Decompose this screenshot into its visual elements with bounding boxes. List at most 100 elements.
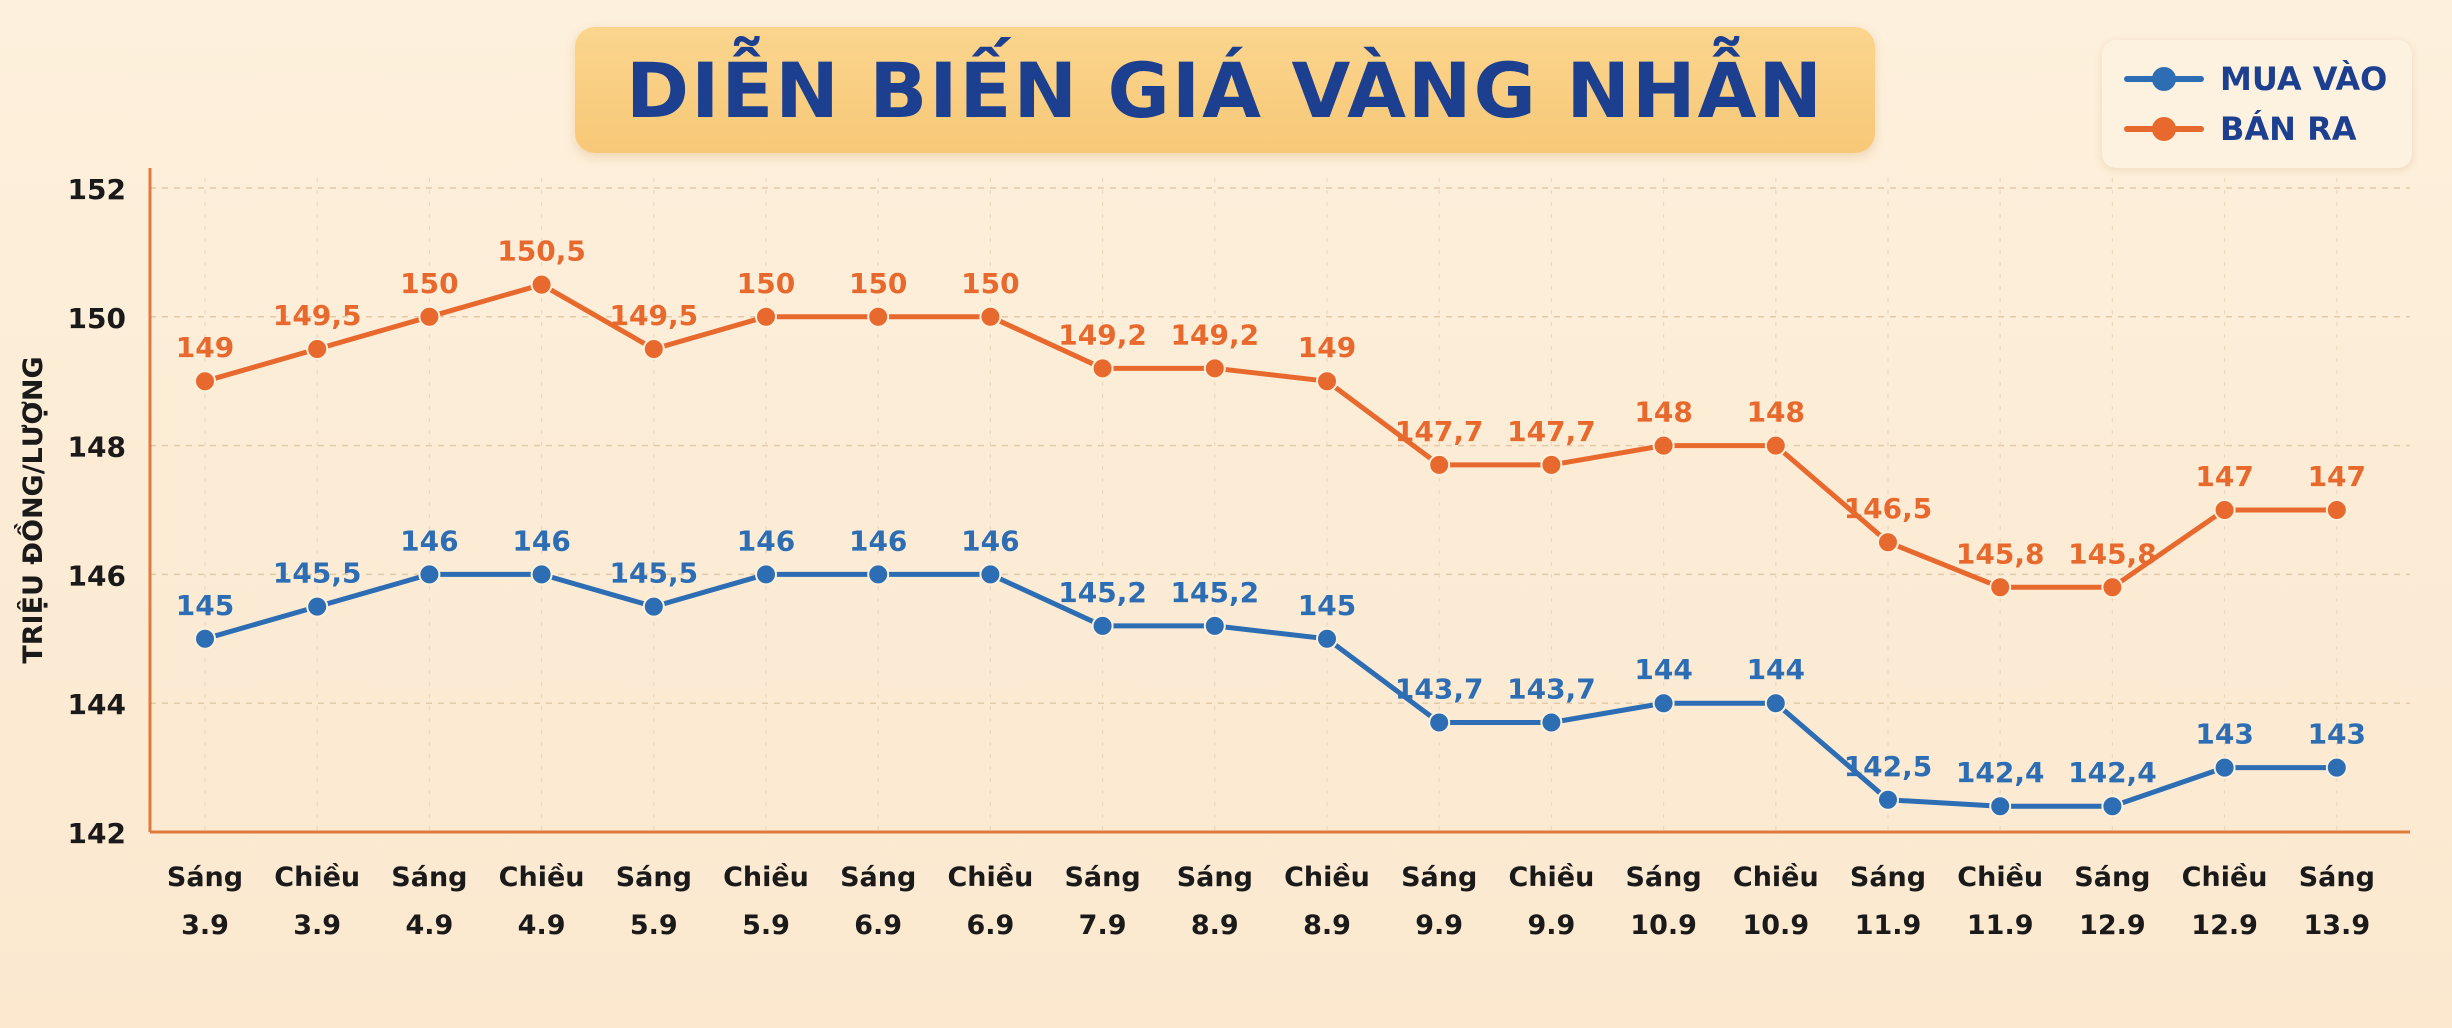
x-tick-label-period: Sáng: [167, 862, 243, 893]
y-tick-label: 152: [68, 173, 126, 206]
data-point-sell: [1203, 357, 1226, 380]
data-label-buy: 143: [2308, 718, 2366, 751]
data-point-buy: [2325, 756, 2348, 779]
data-label-buy: 145: [176, 589, 234, 622]
data-point-sell: [1652, 434, 1675, 457]
data-point-sell: [1091, 357, 1114, 380]
data-label-buy: 145,2: [1171, 576, 1260, 609]
data-point-buy: [306, 595, 329, 618]
x-tick-label-period: Sáng: [1177, 862, 1253, 893]
data-label-sell: 149,5: [610, 299, 699, 332]
data-point-sell: [867, 305, 890, 328]
chart-title: DIỄN BIẾN GIÁ VÀNG NHẪN: [625, 45, 1825, 135]
legend-buy-swatch: [2124, 54, 2204, 104]
data-point-buy: [418, 563, 441, 586]
data-point-sell: [979, 305, 1002, 328]
x-tick-label-date: 9.9: [1415, 910, 1463, 941]
x-tick-label-period: Chiều: [274, 862, 360, 893]
data-point-sell: [642, 338, 665, 360]
data-label-buy: 146: [961, 524, 1019, 557]
x-tick-label-period: Chiều: [1508, 862, 1594, 893]
data-label-sell: 149,5: [273, 299, 362, 332]
x-tick-label-period: Chiều: [2182, 862, 2268, 893]
x-tick-label-period: Chiều: [947, 862, 1033, 893]
x-tick-label-date: 5.9: [630, 910, 678, 941]
data-label-sell: 149,2: [1058, 318, 1147, 351]
x-tick-label-period: Chiều: [1733, 862, 1819, 893]
data-point-buy: [194, 627, 216, 650]
data-label-sell: 147,7: [1395, 415, 1484, 448]
x-tick-label-period: Sáng: [2074, 862, 2150, 893]
data-point-sell: [1316, 370, 1338, 393]
data-point-buy: [1989, 795, 2012, 818]
data-point-sell: [1989, 576, 2012, 599]
data-point-sell: [530, 273, 553, 296]
data-point-sell: [2325, 499, 2348, 521]
data-label-sell: 149: [176, 331, 234, 364]
data-label-sell: 146,5: [1844, 492, 1933, 525]
x-tick-label-date: 8.9: [1191, 910, 1239, 941]
data-label-sell: 150: [400, 267, 458, 300]
data-label-buy: 143,7: [1507, 673, 1596, 706]
data-label-sell: 147: [2195, 460, 2253, 493]
x-tick-label-period: Sáng: [1850, 862, 1926, 893]
grid: [150, 178, 2410, 833]
data-label-buy: 143,7: [1395, 673, 1484, 706]
data-point-buy: [1316, 627, 1338, 650]
y-tick-label: 142: [68, 817, 126, 850]
data-labels: 145 145,5 146 146 145,5 146 146 146 145,2 145,2 14…: [176, 235, 2366, 790]
x-tick-label-date: 13.9: [2303, 910, 2370, 941]
x-tick-label-period: Sáng: [616, 862, 692, 893]
data-label-buy: 145: [1298, 589, 1356, 622]
data-point-sell: [1764, 434, 1787, 457]
data-label-sell: 147: [2308, 460, 2366, 493]
y-tick-label: 146: [68, 559, 126, 592]
data-label-sell: 145,8: [2068, 537, 2157, 570]
legend-sell-swatch: [2124, 104, 2204, 154]
data-point-sell: [2101, 576, 2124, 599]
x-tick-label-date: 3.9: [181, 910, 229, 941]
series-line-buy: [202, 571, 2340, 809]
data-label-sell: 150,5: [497, 235, 586, 268]
data-point-buy: [530, 563, 553, 586]
data-point-sell: [418, 305, 441, 328]
data-label-buy: 144: [1634, 653, 1692, 686]
x-tick-label-period: Chiều: [723, 862, 809, 893]
data-point-sell: [2213, 499, 2236, 521]
x-tick-label-date: 10.9: [1630, 910, 1697, 941]
axes: 142 144 146 148 150 152 Sáng 3.9 Chiều 3.9 Sáng 4.9…: [68, 168, 2410, 941]
legend-sell-label: BÁN RA: [2220, 110, 2357, 148]
data-point-buy: [2213, 756, 2236, 779]
data-label-sell: 150: [737, 267, 795, 300]
x-tick-label-date: 10.9: [1742, 910, 1809, 941]
x-tick-label-date: 8.9: [1303, 910, 1351, 941]
data-label-sell: 148: [1747, 396, 1805, 429]
x-tick-label-date: 4.9: [518, 910, 566, 941]
data-label-buy: 146: [512, 524, 570, 557]
data-point-buy: [867, 563, 890, 586]
x-tick-label-date: 6.9: [966, 910, 1014, 941]
data-point-sell: [1877, 531, 1899, 554]
data-point-buy: [1652, 692, 1675, 715]
data-label-buy: 142,5: [1844, 750, 1933, 783]
data-point-sell: [194, 370, 216, 393]
data-point-buy: [755, 563, 777, 586]
data-point-sell: [1540, 453, 1563, 476]
y-tick-label: 150: [68, 302, 126, 335]
x-tick-label-date: 11.9: [1967, 910, 2034, 941]
x-tick-label-period: Sáng: [1064, 862, 1140, 893]
data-label-buy: 143: [2195, 718, 2253, 751]
legend-buy-label: MUA VÀO: [2220, 60, 2388, 98]
data-point-buy: [1091, 614, 1114, 637]
data-point-buy: [1540, 711, 1563, 734]
data-point-buy: [2101, 795, 2124, 818]
data-label-buy: 146: [849, 524, 907, 557]
data-label-buy: 146: [400, 524, 458, 557]
y-tick-label: 148: [68, 431, 126, 464]
series-line-sell: [202, 282, 2340, 590]
data-label-sell: 150: [961, 267, 1019, 300]
x-tick-label-period: Chiều: [1957, 862, 2043, 893]
x-tick-label-date: 12.9: [2079, 910, 2146, 941]
data-label-buy: 146: [737, 524, 795, 557]
legend-item-buy: MUA VÀO: [2124, 54, 2387, 104]
